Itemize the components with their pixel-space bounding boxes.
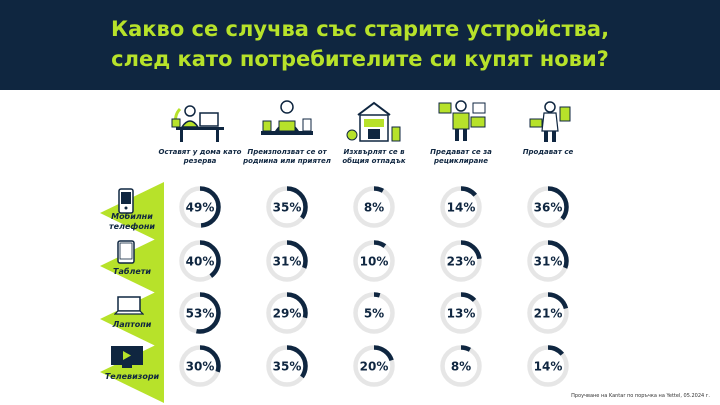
donut-value-label: 14% (447, 201, 476, 215)
donut-value-arc (353, 186, 395, 228)
row-marker-triangle (100, 341, 164, 403)
donut-value-arc (440, 345, 482, 387)
footnote: Проучване на Kantar по поръчка на Yettel… (571, 393, 710, 399)
donut-value-label: 8% (364, 201, 384, 215)
person-with-laptop-icon (261, 100, 313, 135)
row-label-mobile-phones: Мобилни телефони (109, 212, 155, 231)
donut-value-label: 21% (534, 307, 563, 321)
donut-value-arc (353, 240, 395, 282)
row-label-tvs: Телевизори (104, 372, 160, 381)
column-label-sold: Продават се (522, 148, 574, 156)
donut-value-arc (266, 186, 308, 228)
donut-value-label: 35% (273, 360, 302, 374)
donut-value-arc (353, 345, 395, 387)
donut-value-label: 29% (273, 307, 302, 321)
title-line-1: Какво се случва със старите устройства, (110, 17, 610, 41)
donut-value-arc (527, 292, 569, 334)
row-marker-triangle (100, 235, 164, 297)
row-label-tablets: Таблети (113, 267, 151, 276)
donut-value-label: 14% (534, 360, 563, 374)
donut-value-label: 13% (447, 307, 476, 321)
page-title: Какво се случва със старите устройства, … (0, 14, 720, 74)
donut-value-label: 10% (360, 255, 389, 269)
title-line-2: след като потребителите си купят нови? (111, 47, 609, 71)
column-label-recycled: Предават се за рециклиране (430, 148, 492, 165)
donut-value-arc (179, 186, 221, 228)
person-at-desk-icon (171, 105, 224, 142)
donut-value-arc (440, 186, 482, 228)
donut-value-label: 49% (186, 201, 215, 215)
tablet-icon (117, 240, 135, 264)
donut-value-arc (527, 186, 569, 228)
donut-value-arc (179, 292, 221, 334)
donut-value-label: 35% (273, 201, 302, 215)
donut-value-arc (266, 345, 308, 387)
column-label-thrown-away: Изхвърлят се в общия отпадък (342, 148, 406, 165)
recycling-box-icon (438, 100, 486, 141)
donut-value-arc (179, 345, 221, 387)
donut-value-arc (527, 240, 569, 282)
donut-value-label: 31% (273, 255, 302, 269)
donut-value-arc (266, 292, 308, 334)
donut-value-label: 36% (534, 201, 563, 215)
donut-value-label: 20% (360, 360, 389, 374)
row-marker-triangle (100, 288, 164, 350)
mobile-phone-icon (118, 188, 134, 214)
donut-value-arc (440, 292, 482, 334)
donut-value-label: 8% (451, 360, 471, 374)
donut-value-label: 30% (186, 360, 215, 374)
donut-value-label: 31% (534, 255, 563, 269)
donut-value-label: 5% (364, 307, 384, 321)
row-label-laptops: Лаптопи (112, 320, 152, 329)
column-label-reused: Преизползват се от роднина или приятел (243, 148, 331, 165)
donut-value-arc (179, 240, 221, 282)
header-bar: Какво се случва със старите устройства, … (0, 0, 720, 90)
column-label-keep-as-reserve: Оставят у дома като резерва (158, 148, 242, 165)
donut-value-arc (266, 240, 308, 282)
laptop-icon (114, 296, 144, 315)
donut-value-arc (353, 292, 395, 334)
donut-value-label: 40% (186, 255, 215, 269)
donut-value-arc (440, 240, 482, 282)
selling-devices-icon (529, 101, 571, 142)
trash-bin-icon (346, 101, 401, 142)
donut-value-label: 53% (186, 307, 215, 321)
donut-value-arc (527, 345, 569, 387)
donut-value-label: 23% (447, 255, 476, 269)
tv-icon (111, 346, 143, 368)
